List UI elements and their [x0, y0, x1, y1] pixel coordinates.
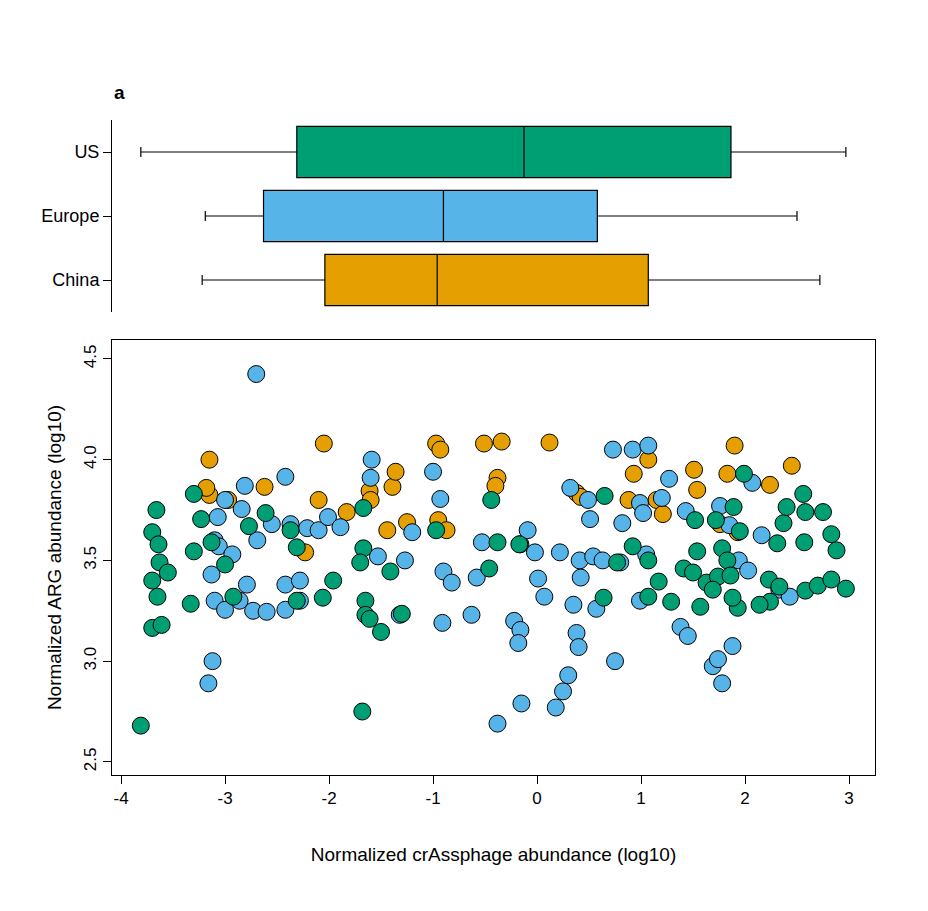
- svg-text:2: 2: [740, 789, 749, 808]
- svg-text:-3: -3: [217, 789, 232, 808]
- svg-text:-2: -2: [321, 789, 336, 808]
- svg-text:3.0: 3.0: [81, 647, 100, 671]
- svg-text:Normalized crAssphage abundanc: Normalized crAssphage abundance (log10): [311, 844, 676, 865]
- svg-text:3.5: 3.5: [81, 546, 100, 570]
- svg-text:4.0: 4.0: [81, 445, 100, 469]
- svg-text:3: 3: [844, 789, 853, 808]
- svg-text:Normalized ARG abundance (log1: Normalized ARG abundance (log10): [44, 405, 65, 710]
- svg-text:Europe: Europe: [41, 206, 99, 226]
- svg-text:US: US: [74, 142, 99, 162]
- svg-text:-4: -4: [113, 789, 128, 808]
- svg-text:a: a: [114, 82, 125, 103]
- svg-text:-1: -1: [425, 789, 440, 808]
- svg-text:0: 0: [532, 789, 541, 808]
- svg-text:1: 1: [636, 789, 645, 808]
- svg-text:4.5: 4.5: [81, 345, 100, 369]
- svg-text:China: China: [52, 270, 100, 290]
- svg-text:2.5: 2.5: [81, 748, 100, 772]
